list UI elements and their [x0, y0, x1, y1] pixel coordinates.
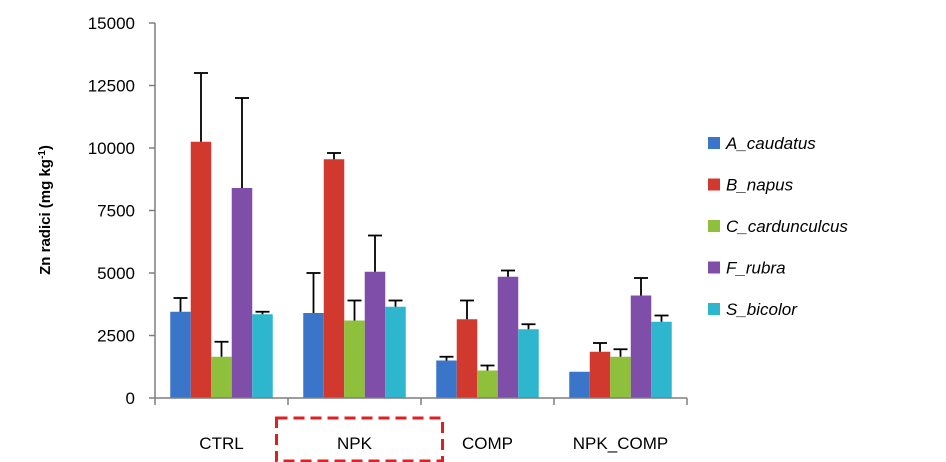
y-tick-label: 12500 [88, 77, 135, 96]
bar-B_napus-NPK [323, 159, 345, 398]
legend-swatch-F_rubra [708, 261, 720, 274]
y-tick-label: 15000 [88, 14, 135, 33]
legend-swatch-B_napus [708, 178, 720, 191]
bar-B_napus-NPK_COMP [589, 351, 611, 398]
x-tick-label-NPK: NPK [337, 434, 373, 453]
legend-swatch-S_bicolor [708, 303, 720, 315]
legend-label-A_caudatus: A_caudatus [725, 134, 816, 153]
x-axis-ticks: CTRL NPK COMP NPK_COMP [154, 398, 688, 453]
bar-C_cardunculcus-COMP [477, 370, 498, 398]
y-axis-ticks: 15000 12500 10000 7500 5000 2500 0 [88, 14, 155, 408]
bar-C_cardunculcus-CTRL [211, 356, 232, 398]
legend: A_caudatus B_napus C_cardunculcus F_rubra S_… [708, 134, 848, 319]
bar-F_rubra-NPK_COMP [630, 295, 652, 398]
y-tick-label: 0 [126, 389, 135, 408]
bar-F_rubra-CTRL [231, 188, 253, 398]
bar-S_bicolor-CTRL [252, 314, 273, 398]
y-tick-label: 7500 [97, 202, 135, 221]
legend-label-F_rubra: F_rubra [726, 259, 786, 278]
bar-F_rubra-COMP [497, 276, 519, 398]
bar-B_napus-CTRL [190, 141, 212, 398]
bar-S_bicolor-NPK [385, 306, 406, 398]
bar-S_bicolor-NPK_COMP [651, 321, 672, 398]
bar-B_napus-COMP [456, 319, 478, 398]
y-axis-title: Zn radici (mg kg-1) [37, 145, 55, 275]
y-tick-label: 5000 [97, 264, 135, 283]
bar-series-group [170, 72, 672, 398]
bar-C_cardunculcus-NPK_COMP [610, 356, 631, 398]
highlight-box-npk [275, 416, 444, 462]
bar-A_caudatus-CTRL [170, 311, 191, 398]
x-tick-label-CTRL: CTRL [199, 434, 243, 453]
bar-A_caudatus-NPK_COMP [569, 371, 590, 398]
legend-label-S_bicolor: S_bicolor [726, 300, 798, 319]
x-tick-label-NPK_COMP: NPK_COMP [573, 434, 668, 453]
bar-S_bicolor-COMP [518, 329, 539, 398]
bar-A_caudatus-COMP [436, 360, 457, 398]
legend-swatch-C_cardunculcus [708, 220, 720, 232]
y-tick-label: 10000 [88, 139, 135, 158]
y-tick-label: 2500 [97, 327, 135, 346]
legend-swatch-A_caudatus [708, 137, 720, 149]
bar-C_cardunculcus-NPK [344, 320, 365, 398]
x-tick-label-COMP: COMP [462, 434, 513, 453]
bar-F_rubra-NPK [364, 271, 386, 398]
legend-label-B_napus: B_napus [726, 176, 794, 195]
legend-label-C_cardunculcus: C_cardunculcus [726, 217, 848, 236]
bar-A_caudatus-NPK [303, 313, 324, 398]
